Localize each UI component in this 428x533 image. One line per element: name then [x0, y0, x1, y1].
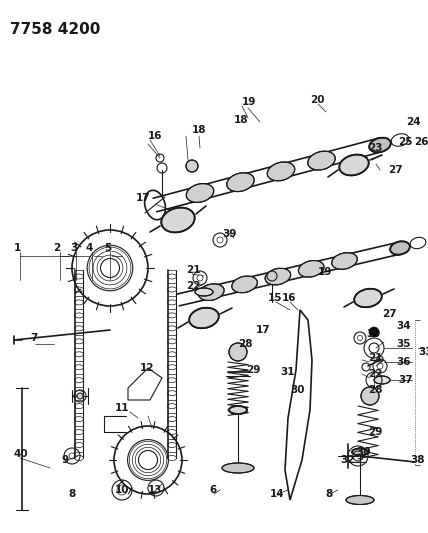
- Ellipse shape: [352, 448, 368, 456]
- Text: 18: 18: [192, 125, 206, 135]
- Text: 9: 9: [62, 455, 69, 465]
- Ellipse shape: [346, 496, 374, 505]
- Ellipse shape: [374, 376, 390, 384]
- Ellipse shape: [369, 138, 391, 152]
- Text: 5: 5: [104, 243, 111, 253]
- Ellipse shape: [298, 261, 324, 277]
- Text: 3: 3: [70, 243, 77, 253]
- Ellipse shape: [354, 289, 382, 307]
- Text: 22: 22: [368, 369, 383, 379]
- Circle shape: [361, 387, 379, 405]
- Circle shape: [369, 327, 379, 337]
- Ellipse shape: [308, 151, 335, 170]
- Text: 13: 13: [148, 485, 163, 495]
- Text: 36: 36: [396, 357, 410, 367]
- Text: 24: 24: [406, 117, 421, 127]
- Text: 28: 28: [238, 339, 253, 349]
- Text: 8: 8: [325, 489, 332, 499]
- Ellipse shape: [267, 162, 295, 181]
- Text: 8: 8: [68, 489, 75, 499]
- Text: 35: 35: [396, 339, 410, 349]
- Ellipse shape: [161, 207, 195, 232]
- Circle shape: [197, 275, 203, 281]
- Ellipse shape: [390, 241, 410, 255]
- Ellipse shape: [265, 268, 291, 285]
- Text: 31: 31: [280, 367, 294, 377]
- Text: 29: 29: [368, 427, 382, 437]
- Text: 7: 7: [30, 333, 37, 343]
- Text: 19: 19: [318, 267, 333, 277]
- Text: 17: 17: [136, 193, 151, 203]
- Ellipse shape: [332, 253, 357, 269]
- Text: 39: 39: [222, 229, 236, 239]
- Text: 11: 11: [115, 403, 130, 413]
- Ellipse shape: [339, 155, 369, 175]
- Text: 1: 1: [14, 243, 21, 253]
- Text: 28: 28: [368, 385, 383, 395]
- Ellipse shape: [189, 308, 219, 328]
- Text: 29: 29: [246, 365, 260, 375]
- Text: 32: 32: [340, 455, 354, 465]
- Circle shape: [77, 393, 83, 399]
- Text: 15: 15: [268, 293, 282, 303]
- Text: 30: 30: [290, 385, 304, 395]
- Text: 18: 18: [234, 115, 249, 125]
- Text: 14: 14: [270, 489, 285, 499]
- Text: 30: 30: [356, 447, 371, 457]
- Ellipse shape: [232, 276, 257, 293]
- Text: 34: 34: [396, 321, 410, 331]
- Text: 17: 17: [256, 325, 270, 335]
- Text: 6: 6: [209, 485, 216, 495]
- Ellipse shape: [222, 463, 254, 473]
- Text: 4: 4: [86, 243, 93, 253]
- Ellipse shape: [199, 284, 224, 301]
- Text: 20: 20: [310, 95, 324, 105]
- Text: 21: 21: [186, 265, 200, 275]
- Text: 23: 23: [368, 143, 383, 153]
- Text: 7758 4200: 7758 4200: [10, 22, 101, 37]
- Circle shape: [229, 343, 247, 361]
- Text: 12: 12: [140, 363, 155, 373]
- Text: 27: 27: [382, 309, 397, 319]
- Text: 16: 16: [148, 131, 163, 141]
- Text: 37: 37: [398, 375, 413, 385]
- Circle shape: [186, 160, 198, 172]
- Text: 2: 2: [53, 243, 60, 253]
- Text: 26: 26: [414, 137, 428, 147]
- Text: 25: 25: [398, 137, 413, 147]
- Ellipse shape: [229, 406, 247, 414]
- Text: 33: 33: [418, 347, 428, 357]
- Ellipse shape: [186, 183, 214, 203]
- Text: 40: 40: [14, 449, 29, 459]
- Text: 10: 10: [115, 485, 130, 495]
- Text: 19: 19: [242, 97, 256, 107]
- Text: 39: 39: [366, 329, 380, 339]
- Ellipse shape: [195, 288, 213, 296]
- Text: 16: 16: [282, 293, 297, 303]
- Text: 21: 21: [368, 353, 383, 363]
- Ellipse shape: [227, 173, 254, 192]
- Text: 38: 38: [410, 455, 425, 465]
- Text: 27: 27: [388, 165, 403, 175]
- Text: 22: 22: [186, 281, 200, 291]
